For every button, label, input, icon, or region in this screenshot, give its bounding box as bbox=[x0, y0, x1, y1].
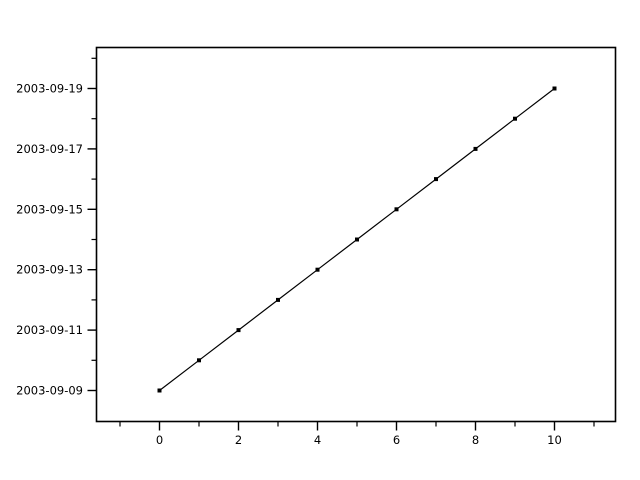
plot-area-frame bbox=[95, 46, 617, 423]
x-axis-ticks bbox=[119, 421, 595, 431]
x-tick-label: 0 bbox=[156, 433, 163, 447]
data-point-marker bbox=[197, 358, 201, 363]
data-series-group bbox=[157, 86, 557, 393]
y-tick-label: 2003-09-17 bbox=[16, 142, 83, 156]
data-point-marker bbox=[513, 116, 517, 121]
x-axis-tick-labels: 0 2 4 6 8 10 bbox=[156, 433, 562, 447]
y-tick-label: 2003-09-19 bbox=[16, 82, 83, 96]
x-tick-label: 10 bbox=[547, 433, 562, 447]
y-axis-tick-labels: 2003-09-09 2003-09-11 2003-09-13 2003-09… bbox=[16, 82, 83, 398]
data-point-marker bbox=[157, 388, 162, 393]
x-tick-label: 8 bbox=[472, 433, 479, 447]
data-point-marker bbox=[276, 297, 280, 302]
data-point-marker bbox=[394, 207, 399, 212]
y-tick-label: 2003-09-11 bbox=[16, 323, 83, 337]
data-point-marker bbox=[473, 146, 478, 151]
series-markers bbox=[157, 86, 557, 393]
data-point-marker bbox=[434, 177, 438, 182]
y-tick-label: 2003-09-09 bbox=[16, 384, 83, 398]
y-axis-ticks bbox=[87, 57, 97, 392]
y-tick-label: 2003-09-13 bbox=[16, 263, 83, 277]
data-point-marker bbox=[355, 237, 359, 242]
data-point-marker bbox=[236, 328, 241, 333]
data-point-marker bbox=[552, 86, 557, 91]
x-tick-label: 6 bbox=[393, 433, 400, 447]
y-tick-label: 2003-09-15 bbox=[16, 202, 83, 216]
data-point-marker bbox=[315, 267, 320, 272]
x-tick-label: 4 bbox=[314, 433, 321, 447]
x-tick-label: 2 bbox=[235, 433, 242, 447]
